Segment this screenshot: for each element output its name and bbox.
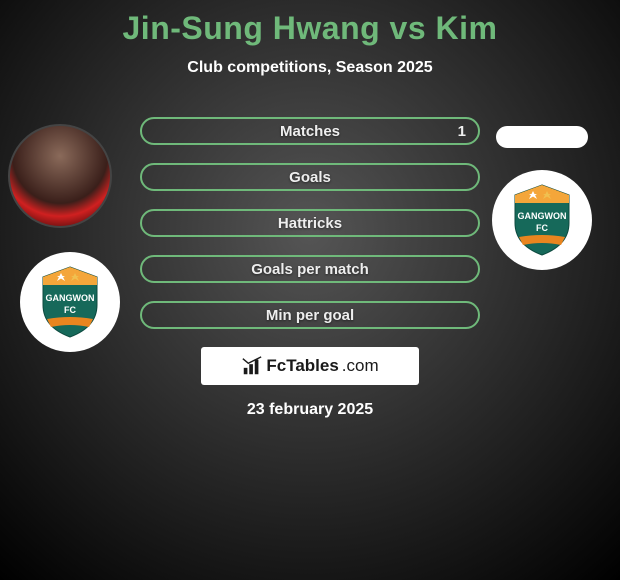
shield-icon: GANGWON FC [509, 183, 575, 257]
svg-text:FC: FC [536, 223, 548, 233]
footer-date: 23 february 2025 [0, 401, 620, 419]
bar-chart-icon [241, 355, 263, 377]
team-logo-left: GANGWON FC [20, 252, 120, 352]
brand-name: FcTables [266, 356, 338, 376]
stat-label: Hattricks [278, 215, 342, 232]
player-left-avatar [8, 124, 112, 228]
stat-label: Goals [289, 169, 331, 186]
brand-badge: FcTables.com [201, 347, 419, 385]
stat-row-matches: Matches 1 [140, 117, 480, 145]
stat-label: Matches [280, 123, 340, 140]
stat-value-right: 1 [458, 123, 466, 140]
svg-text:GANGWON: GANGWON [518, 211, 567, 221]
stat-row-min-per-goal: Min per goal [140, 301, 480, 329]
team-logo-right: GANGWON FC [492, 170, 592, 270]
page-subtitle: Club competitions, Season 2025 [0, 59, 620, 77]
player-right-pill [496, 126, 588, 148]
brand-domain: .com [342, 356, 379, 376]
page-title: Jin-Sung Hwang vs Kim [0, 0, 620, 47]
shield-icon: GANGWON FC [37, 265, 103, 339]
stat-row-hattricks: Hattricks [140, 209, 480, 237]
stats-container: Matches 1 Goals Hattricks Goals per matc… [140, 117, 480, 329]
stat-label: Goals per match [251, 261, 369, 278]
stat-row-goals-per-match: Goals per match [140, 255, 480, 283]
stat-label: Min per goal [266, 307, 354, 324]
stat-row-goals: Goals [140, 163, 480, 191]
svg-text:FC: FC [64, 305, 76, 315]
svg-text:GANGWON: GANGWON [46, 293, 95, 303]
